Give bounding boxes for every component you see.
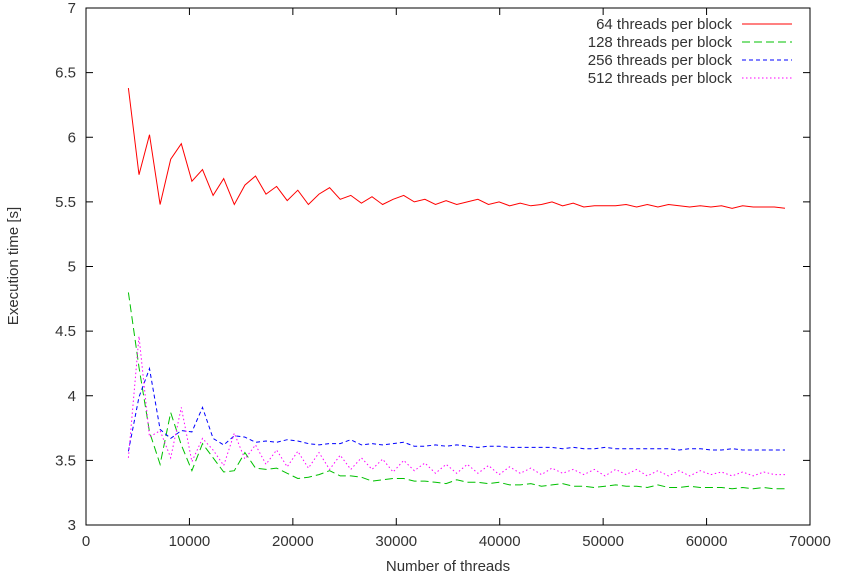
legend-label-3: 256 threads per block — [588, 52, 733, 69]
x-tick-label: 10000 — [169, 533, 211, 550]
y-axis-title: Execution time [s] — [5, 207, 22, 325]
series-line-3 — [127, 366, 785, 452]
legend-label-1: 64 threads per block — [596, 16, 732, 33]
series-layer — [127, 88, 786, 490]
y-tick-label: 7 — [68, 0, 76, 17]
legend-label-2: 128 threads per block — [588, 34, 733, 51]
x-tick-label: 40000 — [479, 533, 521, 550]
x-axis-title: Number of threads — [386, 558, 510, 575]
x-tick-label: 30000 — [375, 533, 417, 550]
x-tick-label: 20000 — [272, 533, 314, 550]
y-tick-label: 6 — [68, 129, 76, 146]
x-tick-label: 50000 — [582, 533, 624, 550]
series-line-1 — [127, 88, 786, 209]
y-tick-label: 5.5 — [55, 194, 76, 211]
x-tick-label: 0 — [82, 533, 90, 550]
y-tick-label: 3.5 — [55, 452, 76, 469]
y-tick-label: 6.5 — [55, 65, 76, 82]
y-axis: 3 3.5 4 4.5 5 5.5 6 6.5 7 — [55, 0, 810, 534]
y-tick-label: 4.5 — [55, 323, 76, 340]
series-line-4 — [127, 336, 785, 477]
y-tick-label: 3 — [68, 517, 76, 534]
legend-label-4: 512 threads per block — [588, 70, 733, 87]
y-tick-label: 5 — [68, 259, 76, 276]
x-tick-label: 60000 — [686, 533, 728, 550]
series-line-2 — [127, 292, 785, 490]
y-tick-label: 4 — [68, 388, 76, 405]
x-tick-label: 70000 — [789, 533, 831, 550]
x-axis: 0 10000 20000 30000 40000 50000 60000 70000 — [82, 8, 831, 550]
